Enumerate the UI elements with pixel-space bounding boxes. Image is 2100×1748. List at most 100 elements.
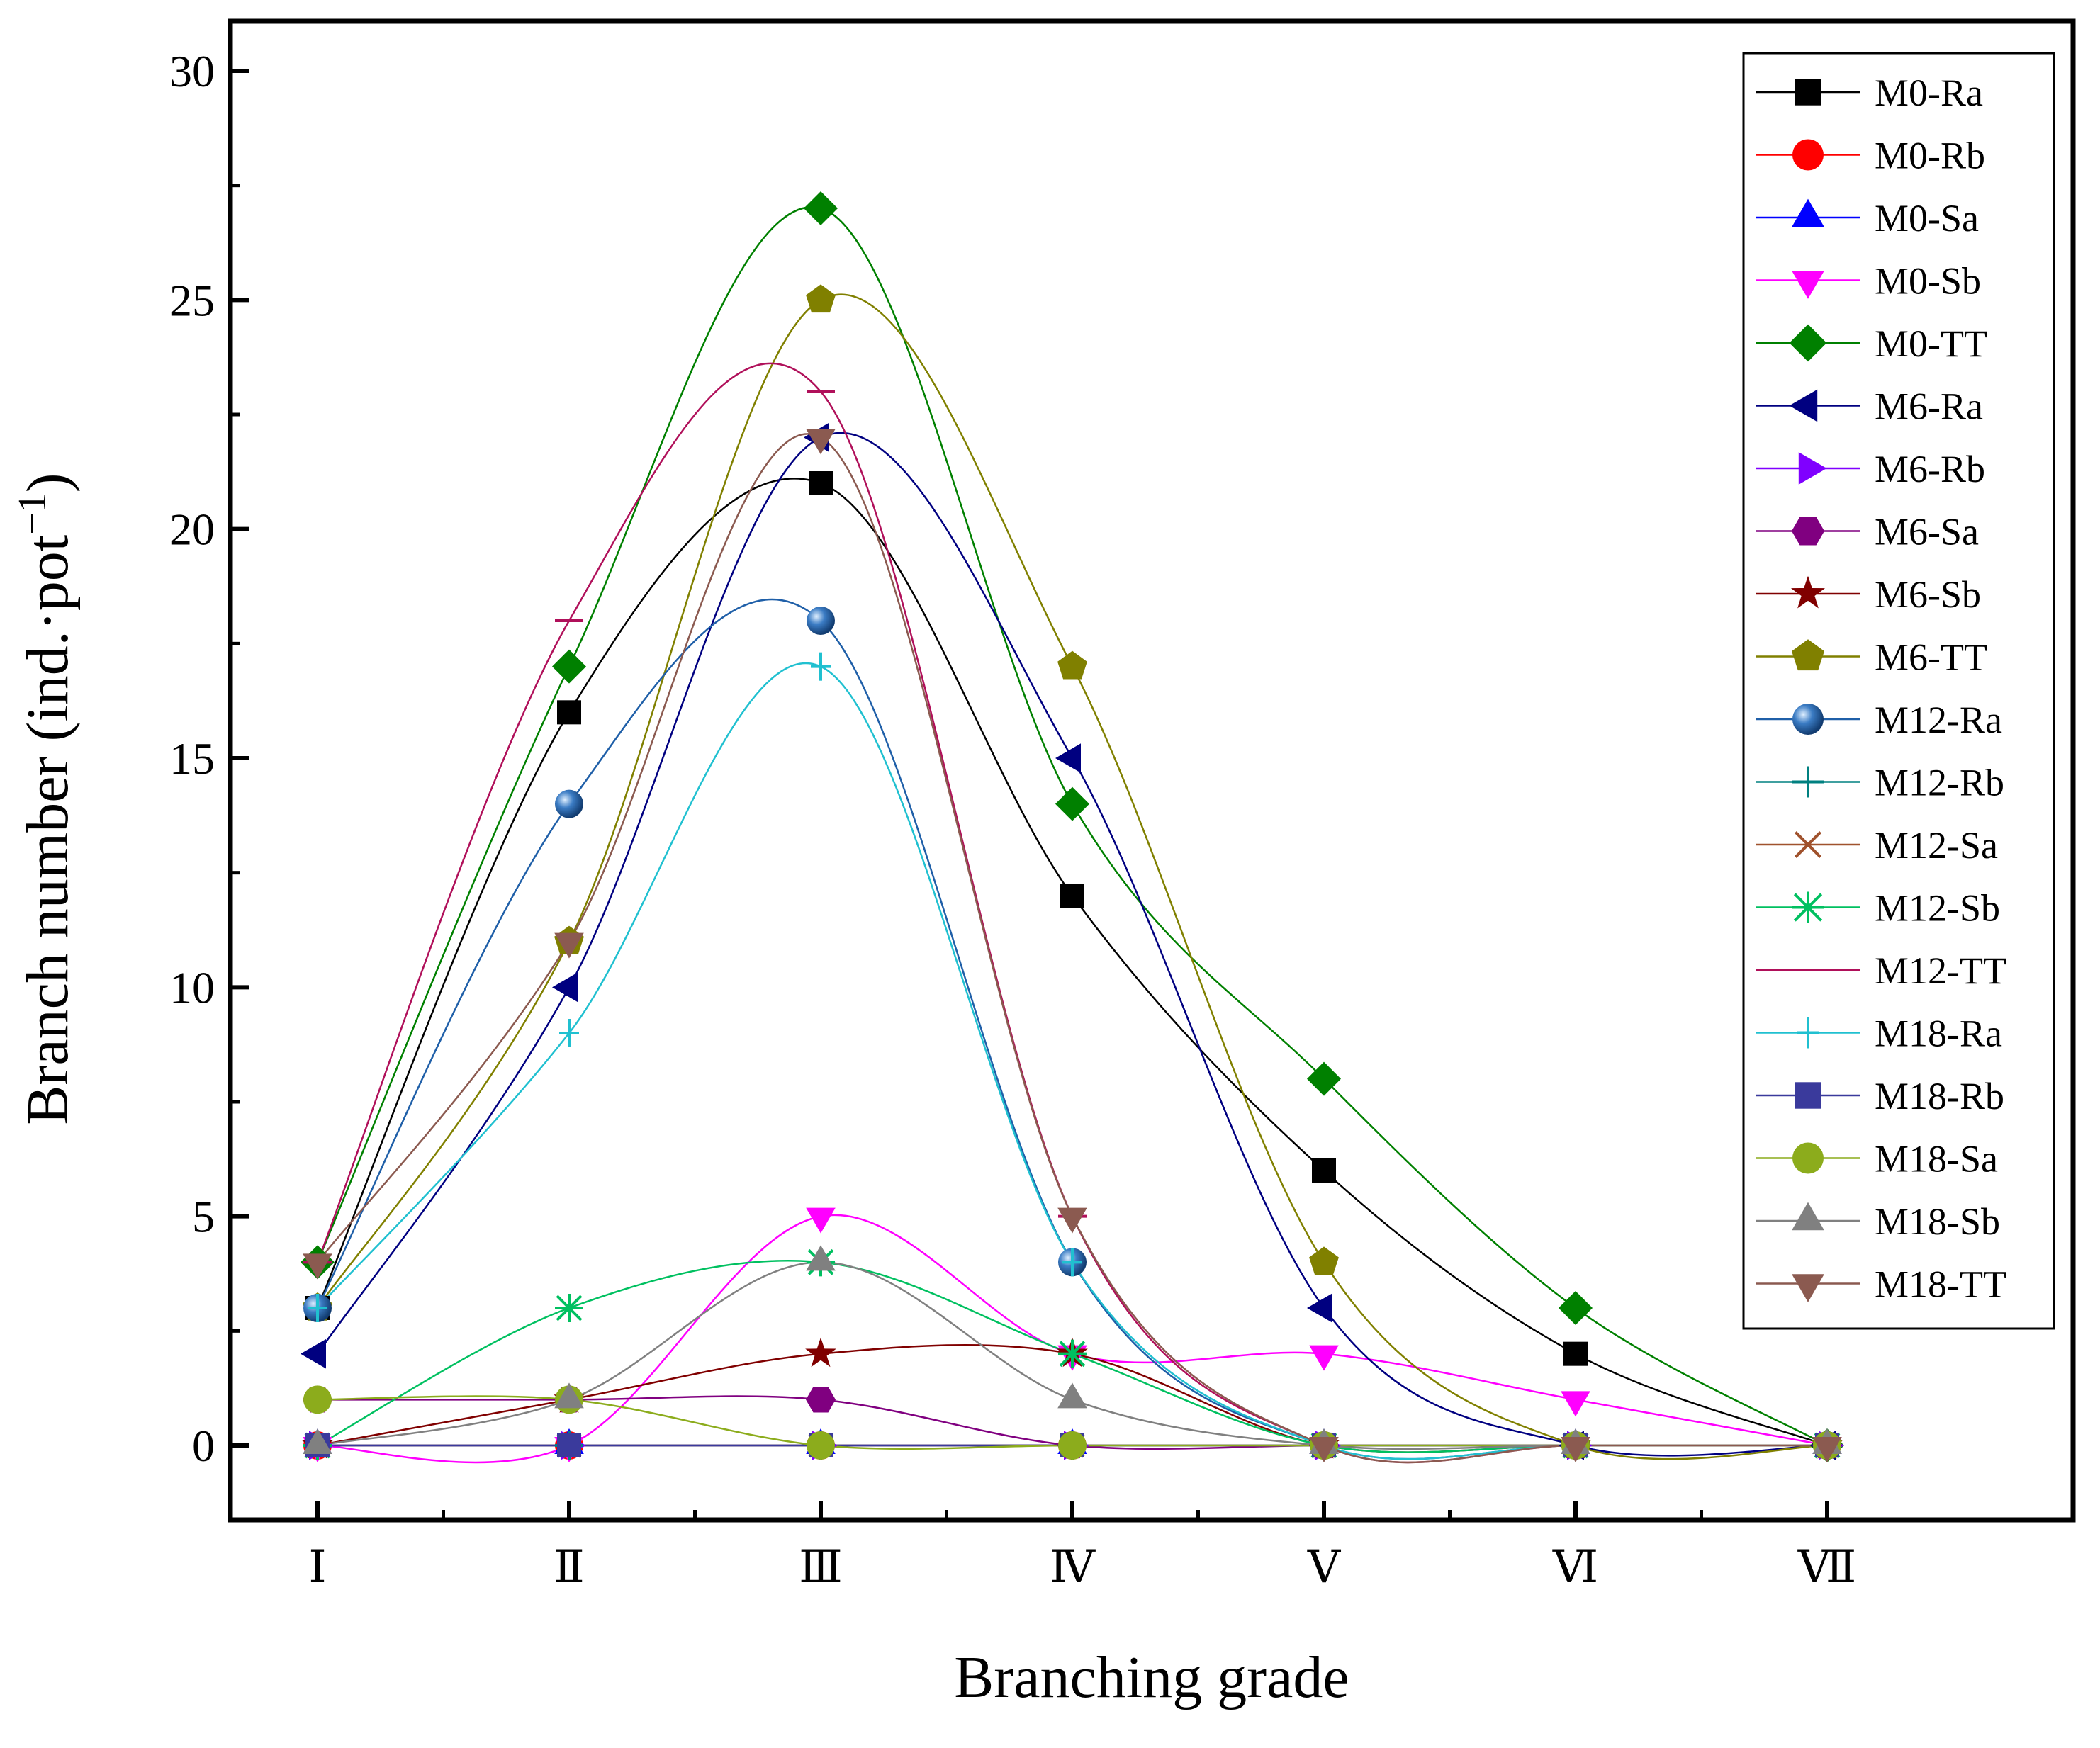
legend-marker [1792, 704, 1824, 735]
series-points-m6-tt [303, 284, 1842, 1458]
series-line-m18-tt [317, 433, 1827, 1464]
legend-label: M0-Rb [1875, 135, 1985, 177]
x-tick-label: Ⅲ [799, 1542, 843, 1592]
series-points-m12-sb [303, 1248, 1841, 1460]
data-point [1312, 1158, 1336, 1183]
data-point [1309, 1246, 1339, 1275]
legend-label: M0-Ra [1875, 72, 1983, 114]
x-tick-label: Ⅴ [1307, 1542, 1342, 1592]
y-tick-label: 25 [169, 275, 215, 325]
legend-item: M12-Sb [1756, 887, 2000, 930]
data-point [807, 607, 835, 635]
series-markers [301, 191, 1844, 1462]
legend-marker [1792, 766, 1824, 798]
y-axis-title-close: ) [15, 473, 81, 492]
legend-marker [1791, 639, 1825, 671]
series-line-m6-ra [316, 432, 1828, 1457]
data-point [806, 1207, 836, 1234]
legend-label: M12-Ra [1875, 699, 2002, 741]
data-point [806, 429, 836, 455]
x-axis-title: Branching grade [954, 1645, 1349, 1710]
data-point [1057, 1207, 1087, 1234]
legend-label: M18-Ra [1875, 1013, 2002, 1055]
legend-marker [1797, 1017, 1819, 1049]
data-point [804, 191, 838, 225]
data-point [559, 1019, 579, 1047]
legend-marker [1792, 891, 1824, 923]
legend-label: M6-Sa [1875, 511, 1979, 553]
legend-item: M18-Sa [1756, 1138, 1998, 1180]
data-point [1307, 1061, 1341, 1096]
data-point [301, 1338, 326, 1369]
series-line-m0-ra [316, 478, 1828, 1447]
series-points-m6-ra [301, 422, 1836, 1460]
legend-label: M6-Rb [1875, 448, 1985, 490]
legend-item: M12-TT [1756, 949, 2006, 992]
legend-marker [1790, 575, 1826, 609]
plot-frame [228, 18, 2076, 1523]
legend-box [1742, 52, 2055, 1330]
data-point [1309, 1437, 1339, 1462]
y-tick-label: 20 [169, 504, 215, 555]
data-point [809, 471, 833, 495]
series-line-m0-tt [316, 206, 1828, 1447]
legend-marker [1792, 198, 1824, 227]
data-point [1057, 650, 1087, 680]
data-point [805, 1337, 836, 1368]
data-point [1060, 884, 1084, 908]
data-point [1563, 1341, 1588, 1366]
data-point [552, 649, 586, 684]
data-point [806, 284, 836, 313]
x-tick-label: Ⅵ [1552, 1542, 1598, 1592]
legend-label: M6-TT [1875, 636, 1987, 679]
legend-item: M12-Ra [1756, 699, 2002, 741]
legend-item: M6-Ra [1756, 385, 1983, 428]
legend-item: M6-Rb [1756, 448, 1985, 490]
legend-item: M6-Sb [1756, 573, 1981, 616]
legend-item: M0-Sb [1756, 260, 1981, 303]
y-axis-title-main: Branch number (ind.·pot [15, 535, 81, 1125]
x-tick-label: Ⅳ [1050, 1542, 1096, 1592]
x-tick-label: Ⅶ [1797, 1542, 1857, 1592]
series-points-m18-tt [303, 429, 1842, 1462]
data-point [552, 972, 578, 1003]
legend-label: M18-Rb [1875, 1075, 2004, 1117]
legend-label: M6-Ra [1875, 385, 1983, 428]
data-point [303, 1428, 332, 1454]
data-point [557, 700, 581, 725]
data-point [554, 1382, 584, 1409]
legend: M0-Ra M0-Rb M0-Sa M0-Sb M0-TT M6-Ra M6-Rb M6-Sa… [1742, 52, 2055, 1330]
legend-marker [1795, 79, 1821, 106]
legend-marker [1792, 1202, 1824, 1231]
data-point [1812, 1437, 1842, 1462]
legend-item: M6-Sa [1756, 511, 1979, 553]
y-tick-label: 0 [192, 1421, 215, 1471]
y-tick-label: 5 [192, 1192, 215, 1242]
series-line-m6-tt [316, 293, 1828, 1460]
data-point [1307, 1293, 1332, 1323]
legend-label: M0-Sb [1875, 260, 1981, 303]
legend-item: M18-Ra [1756, 1013, 2002, 1055]
data-point [807, 1431, 835, 1460]
legend-item: M12-Rb [1756, 762, 2004, 804]
data-point [303, 1253, 332, 1280]
legend-item: M6-TT [1756, 636, 1987, 679]
data-point [554, 932, 584, 959]
legend-label: M18-Sb [1875, 1200, 2000, 1243]
legend-label: M18-TT [1875, 1263, 2006, 1306]
data-point [1055, 786, 1089, 821]
legend-marker [1792, 1274, 1824, 1302]
legend-marker [1791, 517, 1825, 546]
data-point [1561, 1437, 1590, 1462]
data-point [1062, 1248, 1082, 1277]
data-point [555, 789, 583, 818]
y-axis: 0 5 10 15 20 25 30 [169, 46, 249, 1471]
x-axis: Ⅰ Ⅱ Ⅲ Ⅳ Ⅴ Ⅵ Ⅶ [308, 1501, 1856, 1592]
series-line-m12-tt [316, 362, 1827, 1464]
y-tick-label: 15 [169, 733, 215, 784]
legend-marker [1792, 139, 1824, 171]
legend-item: M0-Ra [1756, 72, 1983, 114]
legend-marker [1792, 271, 1824, 299]
data-point [1309, 1345, 1339, 1371]
